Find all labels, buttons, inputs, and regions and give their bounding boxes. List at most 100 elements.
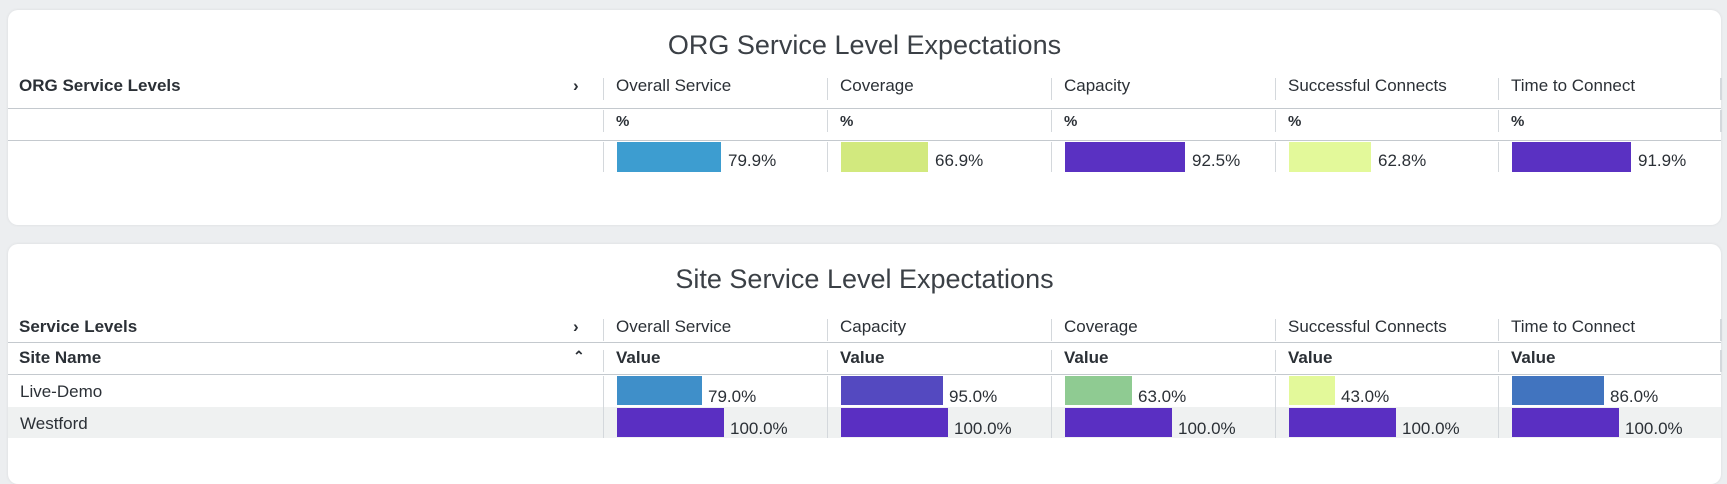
- chevron-up-icon[interactable]: ⌃: [573, 348, 585, 364]
- site-sle-title: Site Service Level Expectations: [675, 264, 1054, 294]
- site-value-bar: [841, 376, 943, 405]
- site-value-bar: [841, 408, 948, 437]
- site-name-cell[interactable]: Live-Demo: [20, 382, 103, 401]
- column-divider: [1498, 376, 1499, 438]
- org-column-header[interactable]: Overall Service: [616, 76, 732, 95]
- site-value-bar: [1512, 376, 1604, 405]
- header-divider: [8, 342, 1721, 343]
- site-name-header[interactable]: Site Name: [19, 348, 102, 367]
- column-divider[interactable]: [1498, 319, 1499, 341]
- column-divider: [1051, 142, 1052, 172]
- org-value-label: 79.9%: [728, 151, 777, 170]
- site-value-bar: [617, 408, 724, 437]
- site-column-unit[interactable]: Value: [1511, 348, 1556, 367]
- org-value-label: 91.9%: [1638, 151, 1687, 170]
- org-column-header[interactable]: Coverage: [840, 76, 914, 95]
- column-resize-handle[interactable]: [1720, 78, 1722, 100]
- column-divider[interactable]: [1498, 78, 1499, 100]
- column-resize-handle[interactable]: [1720, 319, 1722, 341]
- org-value-bar: [1289, 142, 1371, 172]
- org-column-unit: %: [1511, 113, 1525, 130]
- site-value-label: 86.0%: [1610, 387, 1659, 406]
- column-divider: [1051, 376, 1052, 438]
- column-divider: [1275, 376, 1276, 438]
- column-divider[interactable]: [1275, 78, 1276, 100]
- org-column-unit: %: [1288, 113, 1302, 130]
- site-value-label: 100.0%: [1625, 419, 1683, 438]
- org-value-bar: [617, 142, 721, 172]
- site-value-label: 100.0%: [730, 419, 788, 438]
- org-value-label: 92.5%: [1192, 151, 1241, 170]
- site-column-header[interactable]: Capacity: [840, 317, 907, 336]
- column-divider[interactable]: [827, 78, 828, 100]
- site-value-label: 100.0%: [1402, 419, 1460, 438]
- column-divider: [1275, 350, 1276, 372]
- site-value-bar: [1065, 408, 1172, 437]
- column-divider: [603, 110, 604, 132]
- column-divider: [1051, 350, 1052, 372]
- site-value-bar: [1512, 408, 1619, 437]
- site-value-label: 100.0%: [954, 419, 1012, 438]
- org-column-unit: %: [1064, 113, 1078, 130]
- site-value-label: 43.0%: [1341, 387, 1390, 406]
- column-divider: [1275, 110, 1276, 132]
- column-divider[interactable]: [603, 319, 604, 341]
- org-sle-title: ORG Service Level Expectations: [667, 30, 1062, 60]
- site-column-header[interactable]: Coverage: [1064, 317, 1138, 336]
- site-column-unit[interactable]: Value: [1288, 348, 1333, 367]
- column-divider: [1051, 110, 1052, 132]
- unit-divider: [8, 140, 1721, 141]
- column-divider: [1498, 350, 1499, 372]
- site-value-label: 95.0%: [949, 387, 998, 406]
- org-value-label: 62.8%: [1378, 151, 1427, 170]
- org-column-header[interactable]: Time to Connect: [1511, 76, 1636, 95]
- column-divider: [827, 376, 828, 438]
- org-value-bar: [1512, 142, 1631, 172]
- column-divider: [603, 376, 604, 438]
- column-divider: [1498, 110, 1499, 132]
- site-value-bar: [1065, 376, 1132, 405]
- column-resize-handle[interactable]: [1720, 350, 1722, 372]
- org-sle-card: ORG Service Level Expectations ORG Servi…: [8, 10, 1722, 225]
- column-divider: [1275, 142, 1276, 172]
- org-service-levels-header: ORG Service Levels: [19, 76, 181, 95]
- column-divider: [827, 350, 828, 372]
- service-levels-header: Service Levels: [19, 317, 138, 336]
- column-divider: [827, 110, 828, 132]
- site-value-bar: [1289, 376, 1335, 405]
- chevron-right-icon[interactable]: ›: [573, 317, 579, 336]
- column-divider: [603, 350, 604, 372]
- site-column-header[interactable]: Time to Connect: [1511, 317, 1636, 336]
- site-value-bar: [617, 376, 702, 405]
- chevron-right-icon[interactable]: ›: [573, 76, 579, 95]
- site-value-label: 100.0%: [1178, 419, 1236, 438]
- site-sle-card: Site Service Level Expectations Service …: [8, 244, 1722, 484]
- org-column-header[interactable]: Capacity: [1064, 76, 1131, 95]
- column-divider[interactable]: [1051, 78, 1052, 100]
- column-divider: [1498, 142, 1499, 172]
- org-column-unit: %: [616, 113, 630, 130]
- header-divider: [8, 108, 1721, 109]
- column-resize-handle[interactable]: [1720, 110, 1722, 132]
- column-divider: [603, 142, 604, 172]
- org-column-header[interactable]: Successful Connects: [1288, 76, 1447, 95]
- site-value-label: 79.0%: [708, 387, 757, 406]
- org-column-unit: %: [840, 113, 854, 130]
- site-value-bar: [1289, 408, 1396, 437]
- site-column-unit[interactable]: Value: [1064, 348, 1109, 367]
- org-value-label: 66.9%: [935, 151, 984, 170]
- site-value-label: 63.0%: [1138, 387, 1187, 406]
- site-column-unit[interactable]: Value: [840, 348, 885, 367]
- org-value-bar: [1065, 142, 1185, 172]
- column-divider[interactable]: [1051, 319, 1052, 341]
- column-divider[interactable]: [1275, 319, 1276, 341]
- column-divider[interactable]: [827, 319, 828, 341]
- site-column-header[interactable]: Overall Service: [616, 317, 732, 336]
- subheader-divider: [8, 374, 1721, 375]
- site-column-unit[interactable]: Value: [616, 348, 661, 367]
- column-divider[interactable]: [603, 78, 604, 100]
- site-name-cell[interactable]: Westford: [20, 414, 88, 433]
- column-divider: [827, 142, 828, 172]
- site-column-header[interactable]: Successful Connects: [1288, 317, 1447, 336]
- org-value-bar: [841, 142, 928, 172]
